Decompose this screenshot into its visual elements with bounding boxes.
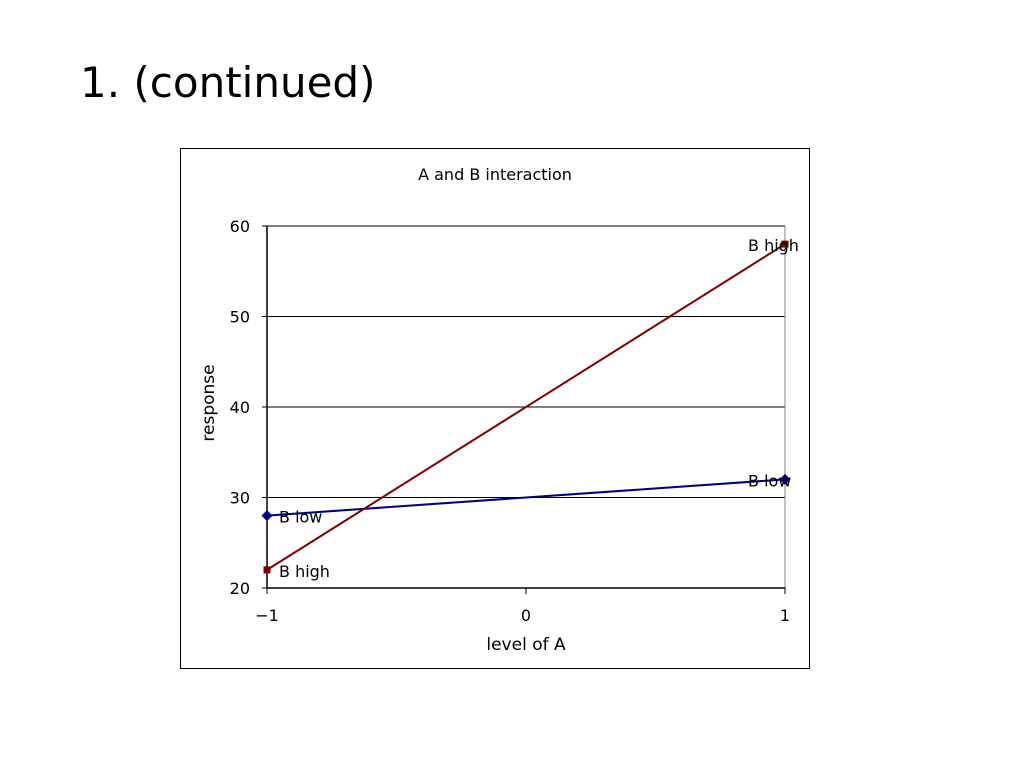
chart-frame [180,148,810,669]
series-line-b-high [266,243,786,571]
slide-title: 1. (continued) [80,58,376,107]
x-tick-label: −1 [255,606,279,625]
data-label: B high [748,236,799,255]
y-tick-label: 40 [230,398,250,417]
data-label: B low [748,471,791,490]
chart-title: A and B interaction [418,165,572,184]
x-axis-label: level of A [486,635,566,655]
data-point-square [781,240,789,248]
data-point-square [263,566,271,574]
x-tick-label: 1 [780,606,790,625]
y-tick-label: 30 [230,489,250,508]
y-tick-label: 20 [230,579,250,598]
data-label: B low [279,508,322,527]
data-point-diamond [779,473,791,485]
x-tick-label: 0 [521,606,531,625]
data-label: B high [279,562,330,581]
y-tick-label: 50 [230,308,250,327]
series-line-b-low [266,478,786,517]
data-point-diamond [261,510,273,522]
y-axis-label: response [199,364,219,441]
y-tick-label: 60 [230,217,250,236]
